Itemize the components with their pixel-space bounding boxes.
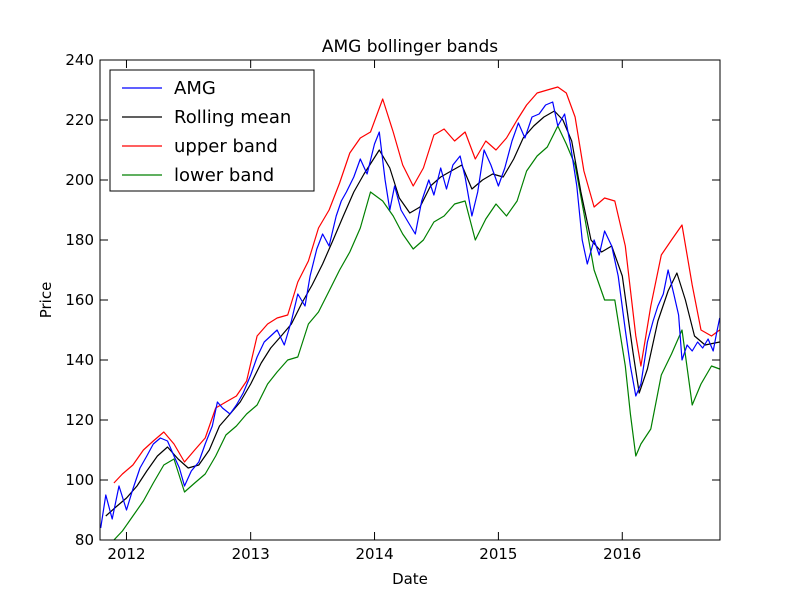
x-axis-ticks: 2012 2013 2014 2015 2016 [107,60,641,563]
legend-label: upper band [174,136,278,157]
legend-label: Rolling mean [174,107,291,128]
legend-box [109,69,315,192]
x-tick-label: 2014 [355,545,393,563]
x-axis-label: Date [392,570,428,588]
series-line-lower-band [113,125,720,540]
series-line-amg [100,101,720,529]
x-tick-label: 2015 [479,545,517,563]
y-tick-label: 180 [65,231,94,249]
y-tick-label: 160 [65,291,94,309]
legend-label: AMG [174,78,216,99]
series-layer [100,86,720,540]
y-tick-label: 200 [65,171,94,189]
chart-title: AMG bollinger bands [322,37,498,57]
x-tick-label: 2012 [107,545,145,563]
y-tick-label: 80 [75,531,94,549]
x-tick-label: 2013 [232,545,270,563]
y-tick-label: 120 [65,411,94,429]
y-tick-label: 240 [65,51,94,69]
x-tick-label: 2016 [603,545,641,563]
legend-label: lower band [174,165,274,186]
y-axis-label: Price [37,282,55,319]
y-tick-label: 220 [65,111,94,129]
y-axis-ticks: 80 100 120 140 160 180 200 220 240 [65,51,720,549]
y-tick-label: 140 [65,351,94,369]
y-tick-label: 100 [65,471,94,489]
legend: AMG Rolling mean upper band lower band [109,69,315,192]
